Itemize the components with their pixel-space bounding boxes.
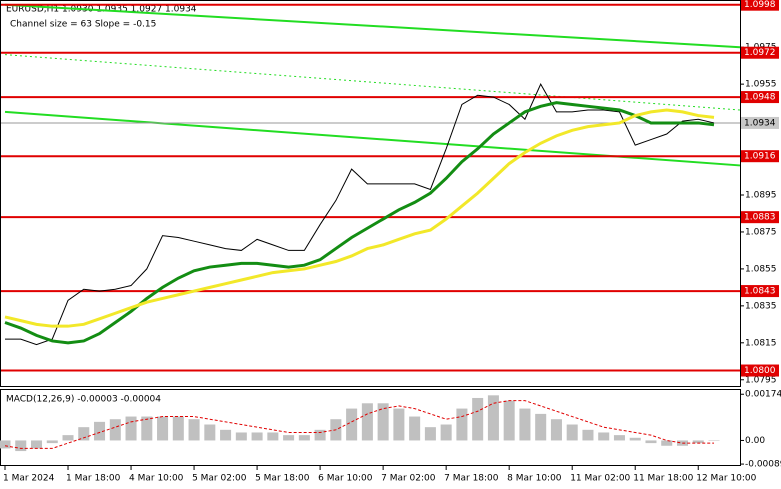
level-label: 1.0972 bbox=[744, 48, 776, 58]
level-label-box bbox=[741, 0, 779, 11]
level-label-box bbox=[741, 364, 779, 377]
x-tick-label: 6 Mar 10:00 bbox=[318, 474, 373, 484]
macd-title: MACD(12,26,9) -0.00003 -0.00004 bbox=[6, 395, 161, 405]
macd-signal bbox=[4, 400, 714, 449]
macd-bar bbox=[62, 435, 74, 441]
macd-bar bbox=[645, 440, 657, 444]
y-tick-label: 1.0895 bbox=[745, 191, 777, 201]
level-label-box bbox=[741, 211, 779, 224]
x-tick-label: 11 Mar 02:00 bbox=[570, 474, 630, 484]
macd-bar bbox=[409, 416, 421, 441]
macd-panel bbox=[0, 389, 741, 466]
y-tick-label: 1.0875 bbox=[745, 227, 777, 237]
macd-bar bbox=[361, 403, 373, 441]
y-tick-label: 1.0955 bbox=[745, 80, 777, 90]
level-label: 1.0948 bbox=[744, 93, 776, 103]
macd-bar bbox=[456, 408, 468, 441]
level-label: 1.0916 bbox=[744, 152, 776, 162]
macd-bar bbox=[267, 432, 279, 441]
macd-bar bbox=[566, 424, 578, 441]
macd-bar bbox=[157, 416, 169, 441]
x-tick-label: 8 Mar 10:00 bbox=[507, 474, 562, 484]
macd-y-tick-label: 0.00 bbox=[745, 436, 765, 446]
price-line bbox=[5, 83, 715, 346]
current-price-box bbox=[741, 116, 779, 129]
macd-bar bbox=[346, 408, 358, 441]
macd-bar bbox=[550, 419, 562, 441]
moving-average bbox=[4, 108, 715, 328]
x-tick-label: 4 Mar 10:00 bbox=[129, 474, 184, 484]
level-label: 1.0800 bbox=[744, 366, 776, 376]
macd-bar bbox=[94, 421, 106, 441]
x-tick-label: 12 Mar 10:00 bbox=[696, 474, 756, 484]
y-tick-label: 1.0815 bbox=[745, 338, 777, 348]
macd-bar bbox=[125, 416, 137, 441]
macd-bar bbox=[393, 408, 405, 441]
x-tick-label: 1 Mar 2024 bbox=[3, 474, 55, 484]
macd-bar bbox=[0, 440, 11, 449]
macd-bar bbox=[220, 429, 232, 441]
macd-bar bbox=[440, 424, 452, 441]
y-tick-label: 1.0855 bbox=[745, 264, 777, 274]
macd-bar bbox=[251, 432, 263, 441]
x-tick-label: 7 Mar 18:00 bbox=[444, 474, 499, 484]
macd-bar bbox=[46, 440, 58, 444]
macd-bar bbox=[172, 416, 184, 441]
x-tick-label: 7 Mar 02:00 bbox=[381, 474, 436, 484]
macd-bar bbox=[487, 395, 499, 441]
macd-bar bbox=[582, 429, 594, 441]
level-label: 1.0843 bbox=[744, 287, 776, 297]
macd-bar bbox=[78, 427, 90, 441]
moving-average bbox=[4, 101, 715, 345]
level-label: 1.0998 bbox=[744, 0, 776, 10]
x-tick-label: 11 Mar 18:00 bbox=[633, 474, 693, 484]
level-label-box bbox=[741, 91, 779, 104]
macd-bar bbox=[30, 440, 43, 449]
macd-y-tick-label: -0.00089 bbox=[745, 460, 781, 470]
macd-bar bbox=[314, 429, 326, 441]
macd-bar bbox=[535, 413, 547, 441]
macd-bar bbox=[472, 397, 484, 441]
y-tick-label: 1.0835 bbox=[745, 301, 777, 311]
current-price-label: 1.0934 bbox=[744, 118, 776, 128]
chart-subtitle: Channel size = 63 Slope = -0.15 bbox=[10, 20, 156, 30]
level-label-box bbox=[741, 285, 779, 298]
macd-bar bbox=[629, 437, 641, 441]
macd-bar bbox=[692, 440, 704, 444]
macd-bar bbox=[613, 435, 625, 441]
channel-line bbox=[4, 110, 741, 167]
price-panel bbox=[0, 0, 741, 387]
macd-bar bbox=[661, 440, 673, 446]
macd-bar bbox=[235, 432, 247, 441]
macd-bar bbox=[503, 400, 515, 441]
macd-bar bbox=[283, 435, 295, 441]
macd-bar bbox=[424, 427, 436, 441]
channel-line bbox=[4, 3, 741, 49]
macd-bar bbox=[519, 408, 531, 441]
macd-bar bbox=[204, 424, 216, 441]
level-label: 1.0883 bbox=[744, 213, 776, 223]
macd-bar bbox=[15, 440, 27, 452]
macd-y-tick-label: 0.00174 bbox=[745, 390, 781, 400]
macd-bar bbox=[141, 416, 153, 441]
macd-bar bbox=[109, 419, 121, 441]
macd-bar bbox=[708, 440, 720, 441]
y-tick-label: 1.0795 bbox=[745, 375, 777, 385]
macd-bar bbox=[188, 419, 200, 441]
x-tick-label: 1 Mar 18:00 bbox=[66, 474, 121, 484]
level-label-box bbox=[741, 46, 779, 59]
x-tick-label: 5 Mar 02:00 bbox=[192, 474, 247, 484]
macd-bar bbox=[298, 435, 310, 441]
macd-bar bbox=[598, 432, 610, 441]
channel-line bbox=[4, 54, 741, 111]
macd-bar bbox=[377, 403, 389, 441]
level-label-box bbox=[741, 150, 779, 163]
x-tick-label: 5 Mar 18:00 bbox=[255, 474, 310, 484]
